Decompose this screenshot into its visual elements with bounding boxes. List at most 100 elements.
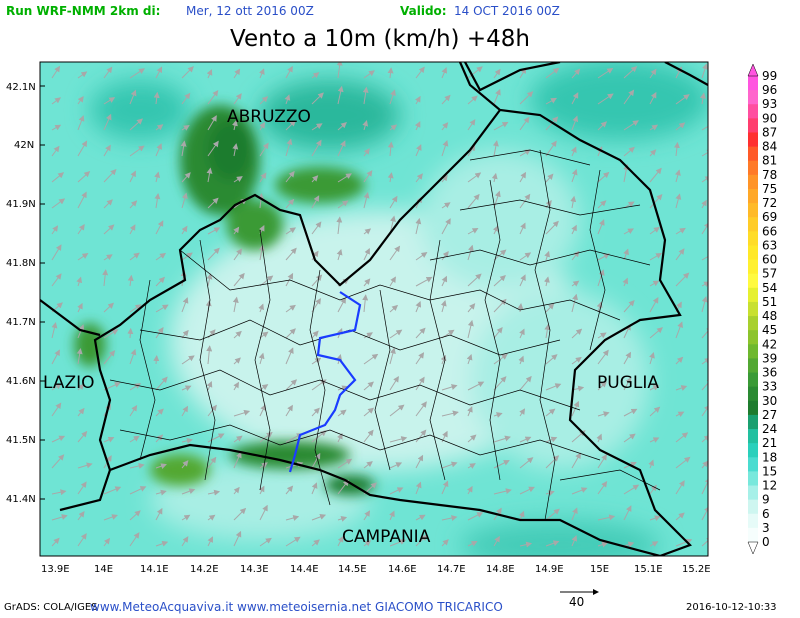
region-label-lazio: LAZIO bbox=[43, 373, 95, 393]
wind-arrow bbox=[571, 293, 579, 313]
wind-arrow bbox=[545, 540, 560, 547]
wind-arrow bbox=[675, 248, 685, 261]
colorbar-label: 48 bbox=[762, 309, 777, 323]
wind-arrow bbox=[129, 170, 136, 183]
wind-arrow bbox=[701, 477, 708, 495]
wind-arrow bbox=[571, 224, 577, 235]
wind-arrow bbox=[51, 435, 66, 443]
wind-arrow bbox=[597, 200, 607, 209]
longitude-axis: 13.9E 14E 14.1E 14.2E 14.3E 14.4E 14.5E … bbox=[41, 564, 711, 575]
wind-arrow bbox=[77, 407, 85, 417]
wind-arrow bbox=[519, 375, 532, 391]
wind-arrow bbox=[103, 486, 122, 495]
wind-arrow bbox=[440, 354, 447, 365]
blue-boundary-line bbox=[288, 291, 362, 473]
wind-arrow bbox=[51, 172, 65, 183]
wind-arrow bbox=[623, 484, 640, 495]
wind-arrow bbox=[129, 463, 145, 469]
wind-arrow bbox=[389, 347, 396, 365]
lon-tick-label: 14.8E bbox=[486, 564, 515, 575]
wind-arrow bbox=[623, 299, 635, 313]
scale-value: 40 bbox=[569, 595, 585, 609]
wind-arrow bbox=[571, 68, 581, 79]
colorbar-segment bbox=[748, 76, 758, 91]
lat-tick-label: 42N bbox=[14, 140, 34, 151]
wind-arrow bbox=[545, 455, 560, 469]
colorbar-top-cap bbox=[747, 63, 759, 77]
wind-arrow bbox=[649, 124, 659, 131]
wind-arrow bbox=[675, 456, 691, 469]
wind-arrow bbox=[233, 176, 243, 183]
wind-arrow bbox=[77, 253, 89, 261]
wind-arrow bbox=[623, 433, 636, 443]
wind-arrow bbox=[77, 383, 85, 391]
wind-arrow bbox=[285, 247, 297, 261]
colorbar-label: 54 bbox=[762, 281, 777, 295]
wind-arrow bbox=[544, 250, 550, 261]
wind-arrow bbox=[154, 171, 161, 183]
wind-arrow bbox=[467, 144, 476, 157]
wind-arrow bbox=[285, 404, 293, 417]
wind-arrow bbox=[622, 277, 629, 287]
wind-arrow bbox=[493, 460, 510, 469]
wind-arrow bbox=[675, 193, 682, 209]
wind-arrow bbox=[649, 541, 659, 547]
colorbar-label: 93 bbox=[762, 97, 777, 111]
lon-tick-label: 14.1E bbox=[140, 564, 169, 575]
wind-arrow bbox=[571, 487, 588, 495]
wind-arrow bbox=[701, 63, 708, 79]
wind-arrow bbox=[337, 297, 346, 313]
wind-arrow bbox=[363, 70, 375, 79]
wind-arrow bbox=[363, 332, 373, 339]
wind-arrow bbox=[232, 143, 239, 157]
colorbar: 9996939087848178757269666360575451484542… bbox=[747, 63, 777, 555]
wind-arrow bbox=[467, 95, 478, 105]
wind-arrow bbox=[233, 272, 245, 287]
colorbar-label: 45 bbox=[762, 323, 777, 337]
colorbar-segment bbox=[748, 316, 758, 331]
wind-arrow bbox=[336, 62, 343, 79]
wind-arrow bbox=[129, 510, 141, 521]
wind-arrow bbox=[519, 541, 533, 548]
wind-arrow bbox=[155, 434, 164, 443]
region-boundaries bbox=[40, 62, 708, 556]
wind-arrow bbox=[311, 175, 319, 183]
wind-arrow bbox=[207, 456, 217, 469]
wind-arrow bbox=[181, 329, 189, 339]
wind-arrow bbox=[571, 146, 577, 157]
wind-arrow bbox=[649, 280, 660, 287]
wind-arrow bbox=[155, 376, 168, 391]
wind-arrow bbox=[441, 539, 449, 547]
wind-arrow bbox=[77, 302, 83, 313]
wind-arrow bbox=[545, 408, 556, 417]
colorbar-segment bbox=[748, 485, 758, 501]
wind-arrow bbox=[51, 145, 60, 157]
wind-arrow bbox=[311, 139, 322, 157]
colorbar-segment bbox=[748, 527, 758, 543]
wind-arrow bbox=[389, 276, 396, 287]
wind-arrow bbox=[467, 434, 477, 443]
wind-arrow bbox=[129, 348, 137, 365]
wind-arrow bbox=[675, 321, 683, 339]
wind-arrow bbox=[103, 97, 116, 105]
wind-arrow bbox=[518, 355, 524, 365]
wind-arrow bbox=[389, 487, 404, 495]
lon-tick-label: 14.9E bbox=[535, 564, 564, 575]
plot-frame bbox=[39, 61, 709, 557]
wind-arrow bbox=[597, 253, 610, 261]
wind-arrow bbox=[258, 244, 265, 261]
wind-arrow bbox=[571, 115, 579, 131]
wind-arrow bbox=[623, 505, 632, 521]
wind-arrow bbox=[233, 330, 242, 339]
wind-arrow bbox=[701, 404, 708, 417]
wind-arrow bbox=[129, 68, 145, 79]
region-label-campania: CAMPANIA bbox=[342, 527, 431, 547]
wind-arrow bbox=[51, 537, 60, 547]
wind-arrow bbox=[76, 348, 83, 365]
wind-arrow bbox=[77, 481, 87, 495]
wind-arrow bbox=[77, 533, 87, 547]
wind-arrow bbox=[259, 122, 266, 131]
wind-arrow bbox=[127, 327, 134, 339]
wind-arrow bbox=[285, 138, 293, 157]
wind-arrow bbox=[519, 171, 527, 183]
